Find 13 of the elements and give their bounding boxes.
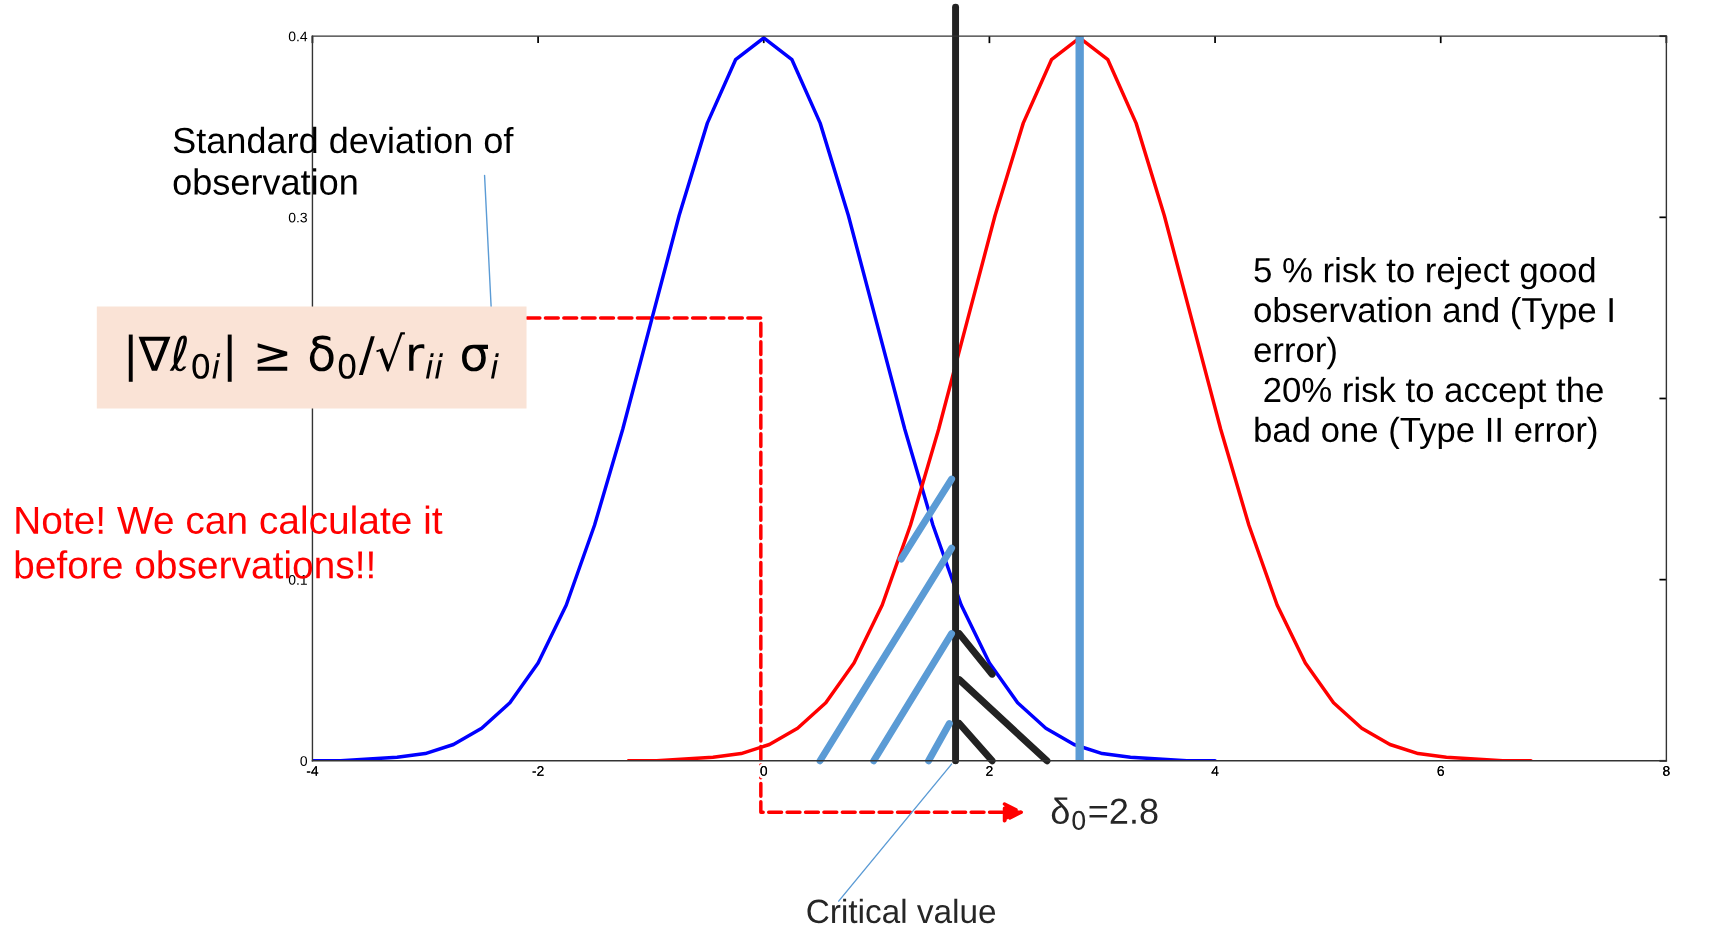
x-tick-label: -2 <box>532 766 544 776</box>
x-tick-label: 2 <box>986 766 993 776</box>
x-tick-label: 4 <box>1211 766 1219 776</box>
x-tick-label: -4 <box>306 766 319 776</box>
x-tick-label: 6 <box>1437 766 1444 776</box>
y-tick-label: 0 <box>300 756 308 766</box>
annotation: |∇ℓ$_{0i}$| ≥ δ$_{0}$/√r$_{ii}$ σ$_{i}$ <box>128 332 499 382</box>
y-tick-label: 0.4 <box>288 31 308 42</box>
x-tick-label: 8 <box>1663 766 1670 776</box>
y-tick-label: 0.3 <box>288 212 307 223</box>
ref-line-label: Critical value <box>807 898 996 924</box>
annotation: 5 % risk to reject good observation and (Type I error) 20% risk to accept the bad one (Type II error) <box>1254 256 1613 450</box>
ref-line-label: δ$_{0}$=2.8 <box>1051 797 1158 830</box>
